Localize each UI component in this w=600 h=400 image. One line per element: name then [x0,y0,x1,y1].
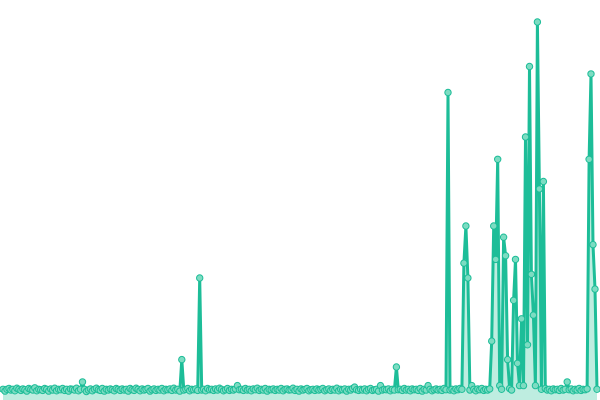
data-point [507,386,516,394]
data-point [593,385,600,393]
data-point [591,285,599,293]
data-point [527,270,536,278]
data-point [525,62,534,71]
data-point [486,385,494,393]
data-point [78,378,87,386]
data-point [585,155,593,164]
data-point [529,311,538,319]
data-point [497,385,506,393]
data-point [392,363,401,371]
data-point [535,185,544,193]
data-point [501,252,510,260]
data-point [492,255,500,264]
data-point [499,233,508,241]
line-layer [1,20,599,393]
series-line [1,20,599,393]
data-point [533,18,542,26]
data-point [531,381,540,390]
data-point [563,378,571,386]
data-point [523,341,532,349]
data-point [494,155,502,164]
data-point [589,240,597,249]
data-point [464,274,472,282]
point-layer [0,18,600,396]
data-point [458,385,466,393]
data-point [503,355,512,364]
data-point [587,70,595,78]
data-point [490,222,498,230]
data-point [460,259,468,267]
data-point [444,88,452,97]
data-point [517,315,526,323]
data-point [539,177,548,186]
data-point [196,274,204,282]
data-point [519,381,528,390]
data-point [178,355,186,364]
data-point [488,337,496,345]
data-point [509,296,518,304]
data-point [513,359,522,367]
data-point [511,255,520,264]
data-point [521,133,530,141]
data-point [583,385,591,393]
data-point [462,222,470,230]
